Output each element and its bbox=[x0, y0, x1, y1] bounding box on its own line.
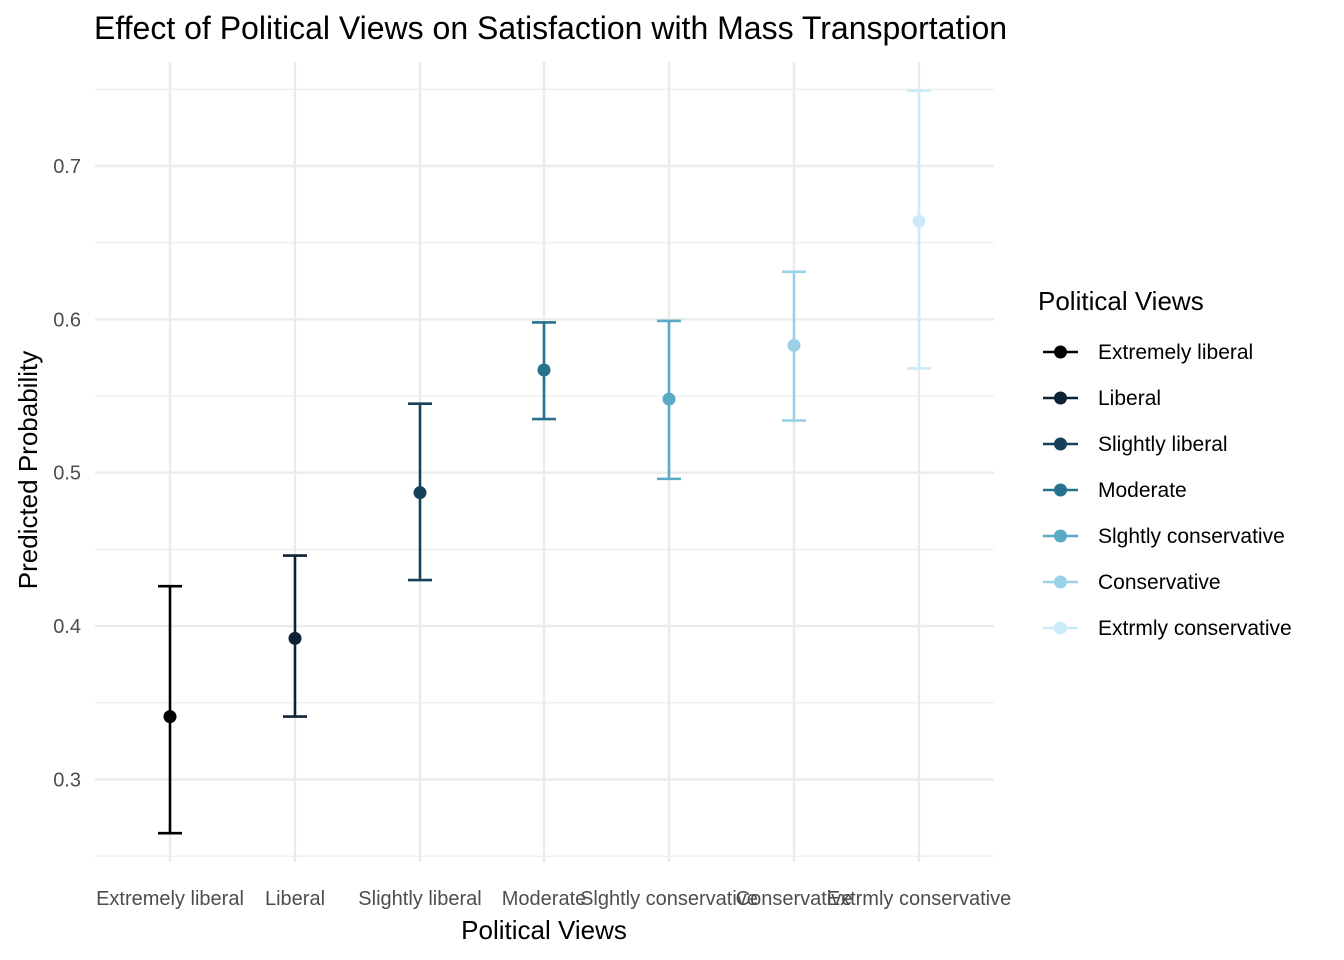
error-bar-group bbox=[408, 402, 432, 582]
data-point bbox=[787, 338, 801, 352]
legend-label: Slghtly conservative bbox=[1098, 525, 1285, 548]
error-bar-group bbox=[283, 554, 307, 718]
legend-key-point bbox=[1054, 529, 1067, 543]
x-axis-title: Political Views bbox=[461, 915, 627, 945]
x-tick-label: Conservative bbox=[736, 888, 853, 910]
legend-label: Extrmly conservative bbox=[1098, 617, 1292, 640]
legend-key-point bbox=[1054, 437, 1067, 451]
error-bar-group bbox=[158, 584, 182, 835]
y-tick-label: 0.6 bbox=[53, 309, 81, 331]
y-tick-label: 0.3 bbox=[53, 769, 81, 791]
data-point bbox=[163, 710, 177, 724]
legend-item: Extremely liberal bbox=[1043, 341, 1253, 364]
legend-item: Moderate bbox=[1043, 479, 1187, 502]
x-tick-label: Moderate bbox=[502, 888, 587, 910]
legend-key-point bbox=[1054, 483, 1067, 497]
y-axis-ticks: 0.3 0.4 0.5 0.6 0.7 bbox=[53, 156, 81, 791]
data-point bbox=[413, 486, 427, 500]
error-bar-group bbox=[532, 321, 556, 421]
y-tick-label: 0.5 bbox=[53, 463, 81, 485]
error-bar-group bbox=[907, 89, 931, 370]
data-point bbox=[288, 631, 302, 645]
legend-label: Extremely liberal bbox=[1098, 341, 1253, 364]
legend-label: Liberal bbox=[1098, 387, 1161, 410]
legend-title: Political Views bbox=[1038, 286, 1204, 316]
legend-key-point bbox=[1054, 391, 1067, 405]
error-bar-group bbox=[657, 319, 681, 481]
legend-item: Liberal bbox=[1043, 387, 1161, 410]
legend-key-point bbox=[1054, 575, 1067, 589]
plot-area bbox=[158, 89, 931, 835]
legend-item: Slightly liberal bbox=[1043, 433, 1228, 456]
legend-key-point bbox=[1054, 621, 1067, 635]
error-bar-group bbox=[782, 270, 806, 422]
data-point bbox=[912, 214, 926, 228]
legend: Political Views Extremely liberal Liberal… bbox=[1038, 286, 1292, 640]
legend-item: Extrmly conservative bbox=[1043, 617, 1292, 640]
x-tick-label: Slightly liberal bbox=[358, 888, 481, 910]
legend-key-point bbox=[1054, 345, 1067, 359]
legend-label: Moderate bbox=[1098, 479, 1187, 502]
y-tick-label: 0.7 bbox=[53, 156, 81, 178]
legend-label: Slightly liberal bbox=[1098, 433, 1228, 456]
grid bbox=[95, 62, 994, 862]
x-axis-ticks: Extremely liberal Liberal Slightly liberal… bbox=[96, 888, 1011, 910]
x-tick-label: Slghtly conservative bbox=[580, 888, 758, 910]
data-point bbox=[537, 363, 551, 377]
y-axis-title: Predicted Probability bbox=[13, 351, 43, 589]
legend-item: Slghtly conservative bbox=[1043, 525, 1285, 548]
x-tick-label: Liberal bbox=[265, 888, 325, 910]
legend-item: Conservative bbox=[1043, 571, 1221, 594]
x-tick-label: Extremely liberal bbox=[96, 888, 244, 910]
chart-title: Effect of Political Views on Satisfactio… bbox=[94, 10, 1007, 46]
data-point bbox=[662, 392, 676, 406]
x-tick-label: Extrmly conservative bbox=[827, 888, 1012, 910]
y-tick-label: 0.4 bbox=[53, 616, 81, 638]
legend-label: Conservative bbox=[1098, 571, 1221, 594]
